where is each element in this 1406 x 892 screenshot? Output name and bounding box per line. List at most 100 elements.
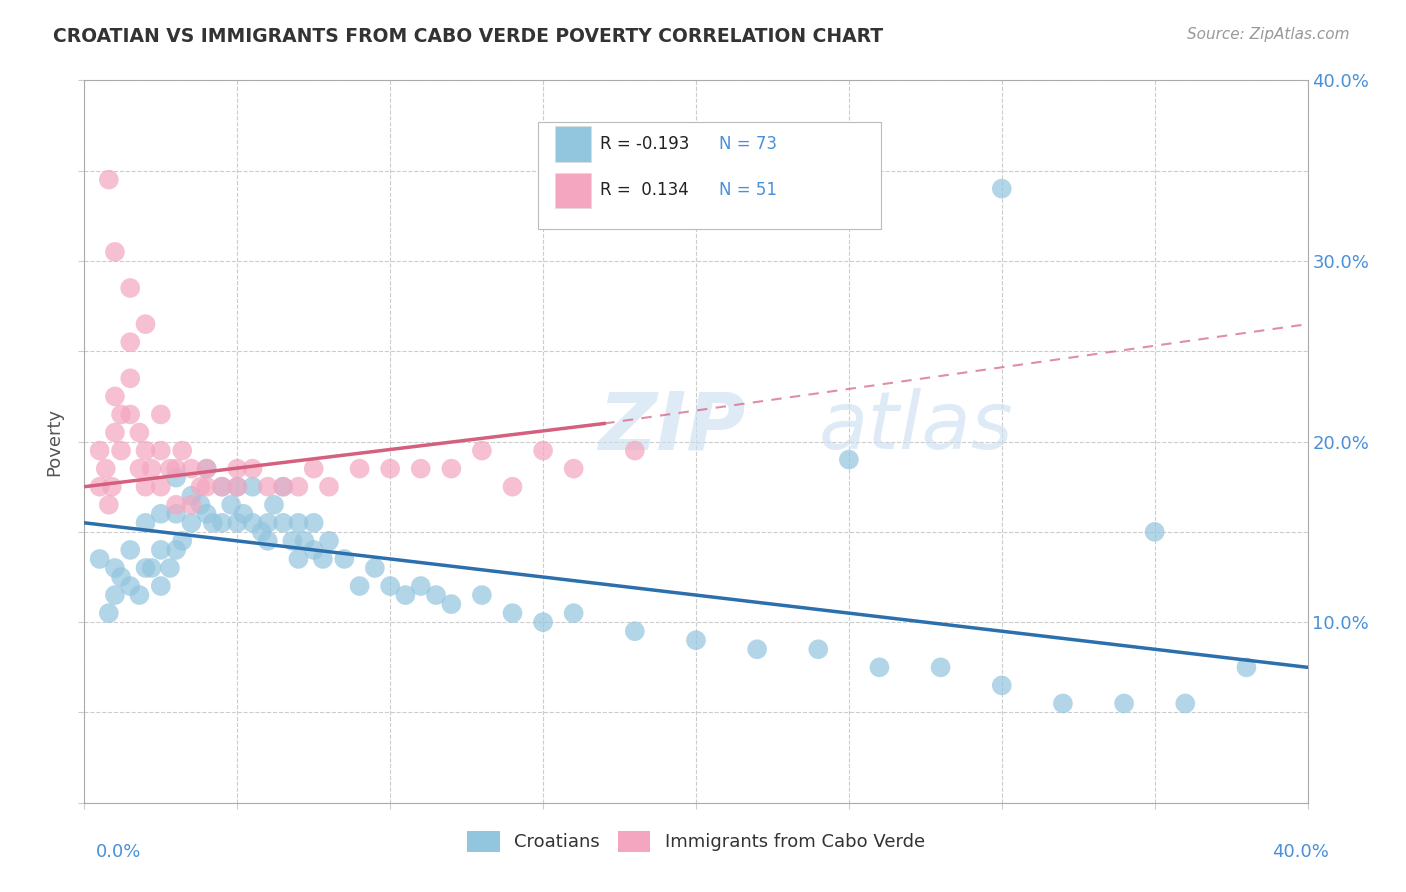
Point	[172, 533, 194, 548]
Point	[929, 660, 952, 674]
Point	[135, 443, 157, 458]
Point	[263, 498, 285, 512]
Point	[120, 335, 142, 350]
Point	[110, 443, 132, 458]
Point	[120, 542, 142, 557]
Point	[242, 461, 264, 475]
Point	[149, 542, 172, 557]
Point	[1143, 524, 1166, 539]
Point	[232, 507, 254, 521]
Point	[149, 579, 172, 593]
Point	[211, 516, 233, 530]
Point	[104, 588, 127, 602]
Point	[226, 516, 249, 530]
Point	[89, 443, 111, 458]
Point	[165, 507, 187, 521]
Point	[226, 461, 249, 475]
Point	[242, 480, 264, 494]
Point	[747, 642, 769, 657]
Point	[271, 516, 294, 530]
Point	[250, 524, 273, 539]
Point	[165, 542, 187, 557]
Point	[149, 507, 172, 521]
Point	[364, 561, 387, 575]
Point	[201, 516, 224, 530]
Point	[120, 408, 142, 422]
Point	[991, 182, 1014, 196]
Point	[219, 498, 242, 512]
Point	[97, 606, 120, 620]
Point	[89, 480, 111, 494]
Point	[287, 480, 309, 494]
Text: N = 51: N = 51	[720, 181, 778, 200]
Point	[128, 461, 150, 475]
Point	[190, 480, 212, 494]
Point	[110, 408, 132, 422]
Point	[180, 489, 202, 503]
Point	[180, 498, 202, 512]
Point	[425, 588, 447, 602]
Point	[135, 480, 157, 494]
Point	[120, 579, 142, 593]
Point	[271, 480, 294, 494]
Text: N = 73: N = 73	[720, 135, 778, 153]
Point	[531, 615, 554, 630]
Point	[135, 516, 157, 530]
Text: ZIP: ZIP	[598, 388, 745, 467]
Text: R =  0.134: R = 0.134	[600, 181, 689, 200]
Y-axis label: Poverty: Poverty	[45, 408, 63, 475]
Point	[869, 660, 891, 674]
Point	[149, 443, 172, 458]
Point	[349, 579, 371, 593]
Point	[149, 480, 172, 494]
Point	[409, 461, 432, 475]
Point	[440, 597, 463, 611]
Point	[302, 461, 325, 475]
Point	[97, 172, 120, 186]
Point	[226, 480, 249, 494]
Point	[302, 516, 325, 530]
Point	[440, 461, 463, 475]
Point	[562, 461, 585, 475]
Point	[180, 461, 202, 475]
Point	[104, 244, 127, 259]
Point	[807, 642, 830, 657]
Point	[211, 480, 233, 494]
Point	[471, 588, 494, 602]
Point	[195, 461, 218, 475]
Point	[294, 533, 316, 548]
Point	[159, 461, 181, 475]
Point	[287, 552, 309, 566]
Point	[172, 443, 194, 458]
Point	[165, 471, 187, 485]
Point	[1236, 660, 1258, 674]
Point	[141, 461, 163, 475]
Point	[190, 498, 212, 512]
Point	[104, 561, 127, 575]
Point	[1052, 697, 1074, 711]
Point	[318, 533, 340, 548]
Point	[89, 552, 111, 566]
Point	[380, 579, 402, 593]
Point	[257, 533, 280, 548]
Point	[502, 606, 524, 620]
Point	[180, 516, 202, 530]
Point	[149, 408, 172, 422]
Point	[128, 425, 150, 440]
Point	[195, 461, 218, 475]
Point	[135, 317, 157, 331]
Point	[349, 461, 371, 475]
Point	[165, 461, 187, 475]
Point	[1114, 697, 1136, 711]
Point	[257, 480, 280, 494]
Point	[318, 480, 340, 494]
Point	[685, 633, 707, 648]
Point	[120, 281, 142, 295]
Point	[128, 588, 150, 602]
Point	[409, 579, 432, 593]
Point	[104, 425, 127, 440]
Point	[380, 461, 402, 475]
Point	[195, 480, 218, 494]
Text: 0.0%: 0.0%	[96, 843, 141, 861]
Point	[165, 498, 187, 512]
